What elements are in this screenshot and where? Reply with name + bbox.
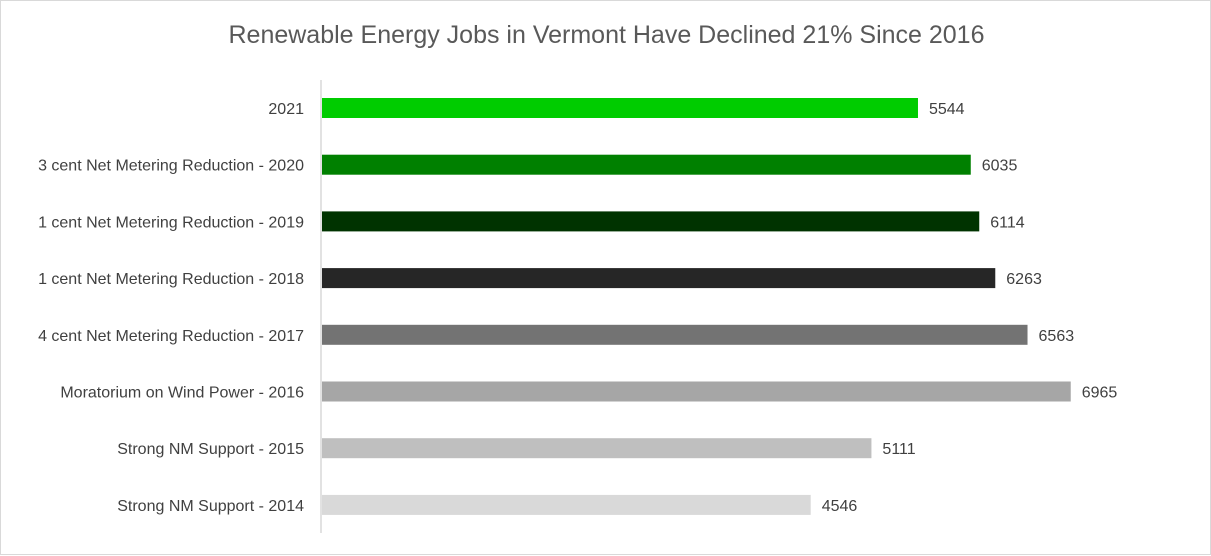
data-label: 6965: [1082, 385, 1118, 402]
bar: [322, 268, 996, 289]
category-label: 3 cent Net Metering Reduction - 2020: [38, 158, 304, 175]
bar: [322, 494, 811, 515]
chart-title: Renewable Energy Jobs in Vermont Have De…: [228, 21, 985, 49]
category-label: 4 cent Net Metering Reduction - 2017: [38, 328, 304, 345]
bar: [322, 154, 971, 175]
category-label: 1 cent Net Metering Reduction - 2019: [38, 214, 304, 231]
bar: [322, 381, 1071, 402]
data-label: 5544: [929, 101, 965, 118]
data-label: 6035: [982, 158, 1018, 175]
category-label: Strong NM Support - 2014: [117, 498, 304, 515]
bar: [322, 98, 918, 118]
category-label: 1 cent Net Metering Reduction - 2018: [38, 271, 304, 288]
bar: [322, 211, 980, 232]
bar: [322, 324, 1028, 345]
data-label: 6263: [1006, 271, 1042, 288]
data-label: 6563: [1039, 328, 1075, 345]
bar: [322, 438, 872, 459]
category-label: 2021: [268, 101, 304, 118]
category-label: Strong NM Support - 2015: [117, 441, 304, 458]
data-label: 6114: [990, 214, 1025, 231]
data-label: 4546: [822, 498, 858, 515]
category-label: Moratorium on Wind Power - 2016: [60, 385, 304, 402]
data-label: 5111: [882, 441, 915, 458]
